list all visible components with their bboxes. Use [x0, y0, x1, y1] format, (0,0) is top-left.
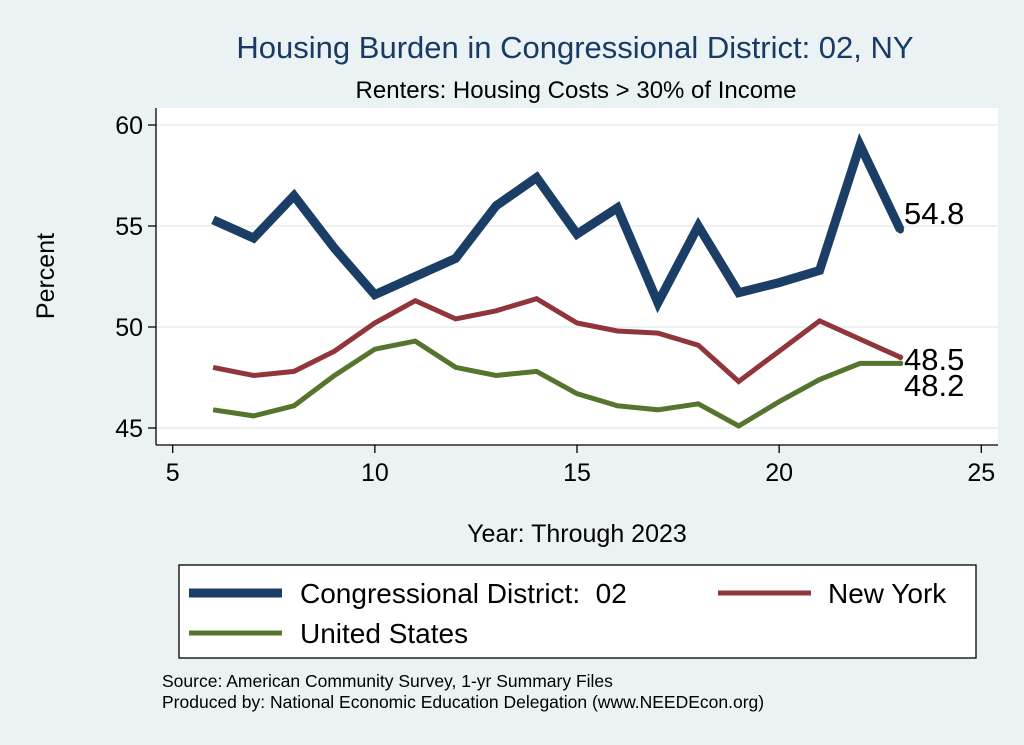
x-tick-label: 10 — [361, 459, 389, 487]
x-tick-label: 25 — [967, 459, 995, 487]
series-line-district — [211, 133, 905, 314]
x-tick-label: 15 — [563, 459, 591, 487]
chart-subtitle: Renters: Housing Costs > 30% of Income — [356, 77, 797, 104]
series-end-marker — [896, 226, 904, 234]
y-axis-label: Percent — [32, 233, 60, 319]
x-tick-label: 20 — [765, 459, 793, 487]
gridlines — [157, 124, 998, 429]
y-axis: 45 50 55 60 — [115, 108, 157, 445]
series-line-new-york — [212, 295, 902, 385]
series-end-marker — [897, 360, 904, 367]
legend-box — [178, 564, 977, 659]
y-tick-label: 50 — [115, 314, 143, 342]
legend-label-united-states: United States — [300, 618, 468, 649]
x-tick-label: 5 — [166, 459, 180, 487]
end-label-district: 54.8 — [904, 196, 964, 231]
legend: Congressional District: 02 New York Unit… — [178, 564, 977, 659]
end-label-new-york: 48.5 — [904, 342, 964, 377]
legend-label-district: Congressional District: 02 — [300, 578, 627, 609]
legend-label-new-york: New York — [828, 578, 947, 609]
chart-title: Housing Burden in Congressional District… — [236, 30, 913, 65]
y-tick-label: 60 — [115, 112, 143, 140]
y-tick-label: 55 — [115, 213, 143, 241]
source-note: Source: American Community Survey, 1-yr … — [162, 671, 613, 691]
x-axis-label: Year: Through 2023 — [467, 520, 687, 548]
produced-by-note: Produced by: National Economic Education… — [162, 692, 764, 712]
series-line-united-states — [212, 338, 901, 429]
series-end-marker — [897, 354, 904, 361]
end-label-united-states: 48.2 — [904, 368, 964, 403]
series-group — [211, 133, 905, 429]
x-axis: 5 10 15 20 25 — [156, 444, 998, 487]
y-tick-label: 45 — [115, 415, 143, 443]
